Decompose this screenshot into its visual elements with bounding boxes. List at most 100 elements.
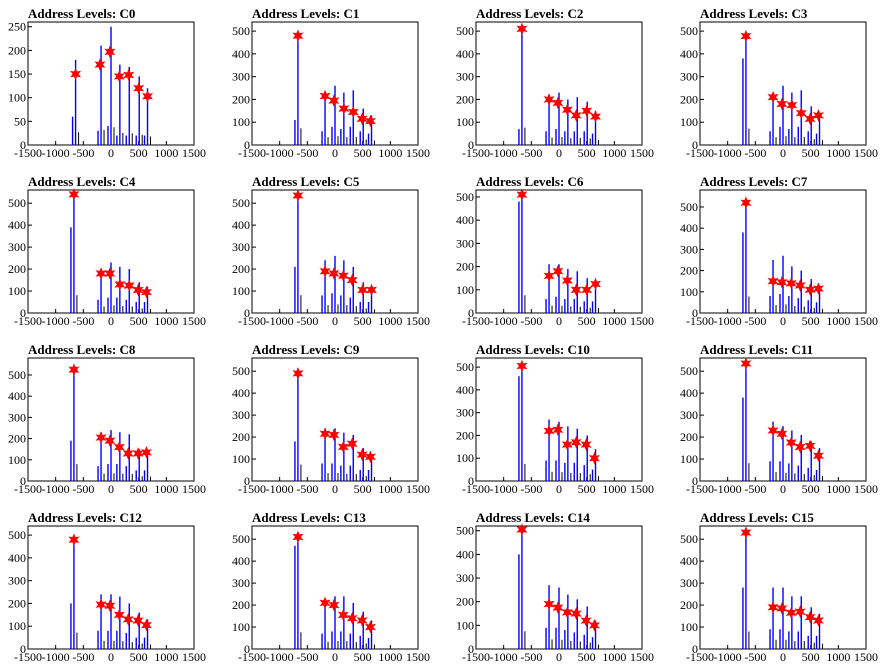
- chart-svg: 0 100 200 300 400 500 -1500 -1000 -500 0 500 1000 15…: [8, 525, 206, 664]
- y-tick-label: 400: [680, 386, 698, 400]
- y-tick-label: 300: [232, 240, 250, 254]
- peak-marker: [740, 357, 752, 370]
- y-tick-label: 200: [232, 598, 250, 612]
- x-tick-label: 1000: [378, 650, 402, 664]
- y-tick-label: 100: [680, 285, 698, 299]
- chart-svg: 0 100 200 300 400 500 -1500 -1000 -500 0 500 1000 15…: [232, 525, 430, 664]
- peak-marker: [123, 279, 135, 292]
- peak-marker: [785, 277, 797, 290]
- x-tick-label: -500: [72, 650, 94, 664]
- x-tick-label: 1500: [182, 314, 206, 328]
- chart-title: Address Levels: C8: [28, 342, 136, 357]
- x-tick-label: 500: [130, 146, 148, 160]
- x-tick-label: 500: [578, 146, 596, 160]
- chart-svg: 0 100 200 300 400 500 -1500 -1000 -500 0 500 1000 15…: [8, 357, 206, 496]
- y-tick-label: 200: [232, 262, 250, 276]
- y-tick-label: 400: [8, 389, 26, 403]
- chart-panel: Address Levels: C1 0 100 200 300 400 500 -1500-…: [224, 0, 448, 168]
- peak-marker: [347, 105, 359, 119]
- x-tick-label: 1000: [826, 146, 850, 160]
- y-tick-label: 400: [680, 47, 698, 61]
- y-tick-label: 300: [456, 236, 474, 250]
- peak-marker: [140, 618, 152, 632]
- y-tick-label: 400: [8, 551, 26, 565]
- x-tick-label: 1500: [854, 482, 878, 496]
- y-tick-label: 100: [456, 618, 474, 632]
- peak-marker: [319, 89, 331, 103]
- chart-title: Address Levels: C13: [252, 510, 366, 525]
- x-tick-label: -1500: [686, 146, 714, 160]
- y-tick-label: 100: [232, 115, 250, 129]
- chart-panel: Address Levels: C10 0 100 200 300 400 500 -1500…: [448, 336, 672, 504]
- peak-marker: [328, 267, 340, 280]
- x-tick-label: 0: [780, 482, 786, 496]
- peak-marker: [104, 267, 116, 280]
- y-tick-label: 500: [232, 364, 250, 378]
- peak-marker: [113, 608, 125, 622]
- y-tick-label: 200: [8, 43, 26, 57]
- y-tick-label: 300: [8, 240, 26, 254]
- y-tick-label: 400: [232, 47, 250, 61]
- x-tick-label: 1500: [406, 146, 430, 160]
- x-tick-label: 1000: [154, 482, 178, 496]
- y-tick-label: 200: [680, 598, 698, 612]
- peak-marker: [740, 29, 752, 43]
- chart-panel: Address Levels: C12 0 100 200 300 400 500 -1500…: [0, 504, 224, 672]
- x-tick-label: 1000: [826, 314, 850, 328]
- peak-marker: [776, 602, 788, 615]
- x-tick-label: 500: [578, 314, 596, 328]
- y-tick-label: 300: [680, 408, 698, 422]
- peak-marker: [543, 597, 555, 611]
- peak-marker: [552, 96, 564, 110]
- x-tick-label: 1500: [182, 146, 206, 160]
- x-tick-label: -1000: [42, 314, 70, 328]
- y-tick-label: 150: [8, 67, 26, 81]
- x-tick-label: 0: [780, 650, 786, 664]
- peak-marker: [812, 282, 824, 295]
- y-tick-label: 100: [456, 283, 474, 297]
- chart-title: Address Levels: C15: [700, 510, 814, 525]
- x-tick-label: -1500: [14, 650, 42, 664]
- peak-marker: [357, 283, 369, 297]
- peak-marker: [516, 523, 528, 536]
- y-tick-label: 100: [232, 284, 250, 298]
- x-tick-label: 1000: [154, 146, 178, 160]
- y-tick-label: 500: [680, 200, 698, 214]
- chart-panel: Address Levels: C15 0 100 200 300 400 500 -1500…: [672, 504, 896, 672]
- peak-marker: [561, 274, 573, 287]
- x-tick-label: 1500: [182, 482, 206, 496]
- x-tick-label: 1000: [154, 314, 178, 328]
- x-tick-label: 1500: [630, 314, 654, 328]
- x-tick-label: -500: [520, 314, 542, 328]
- peak-marker: [113, 70, 125, 83]
- x-tick-label: -1000: [42, 146, 70, 160]
- peak-marker: [364, 114, 376, 128]
- peak-marker: [812, 109, 824, 122]
- peak-marker: [292, 367, 304, 380]
- x-tick-label: 0: [332, 650, 338, 664]
- x-tick-label: 500: [578, 650, 596, 664]
- peak-marker: [543, 424, 555, 438]
- y-tick-label: 200: [456, 428, 474, 442]
- peak-marker: [804, 610, 816, 624]
- peak-marker: [366, 283, 377, 297]
- y-tick-label: 200: [232, 92, 250, 106]
- x-tick-label: -1000: [266, 482, 294, 496]
- x-tick-label: -1000: [714, 482, 742, 496]
- x-tick-label: -500: [744, 146, 766, 160]
- y-tick-label: 400: [232, 386, 250, 400]
- peak-marker: [319, 596, 331, 610]
- y-tick-label: 500: [232, 196, 250, 210]
- peak-marker: [543, 93, 555, 106]
- x-tick-label: 500: [130, 650, 148, 664]
- y-tick-label: 400: [8, 218, 26, 232]
- y-tick-label: 100: [232, 452, 250, 466]
- peak-marker: [580, 614, 592, 627]
- peak-marker: [338, 102, 350, 115]
- chart-svg: 0 100 200 300 400 500 -1500 -1000 -500 0 500 1000 15…: [8, 188, 206, 328]
- x-tick-label: 500: [802, 650, 820, 664]
- peak-marker: [767, 90, 779, 104]
- y-tick-label: 500: [232, 24, 250, 38]
- chart-panel: Address Levels: C7 0 100 200 300 400 500 -1500-…: [672, 168, 896, 336]
